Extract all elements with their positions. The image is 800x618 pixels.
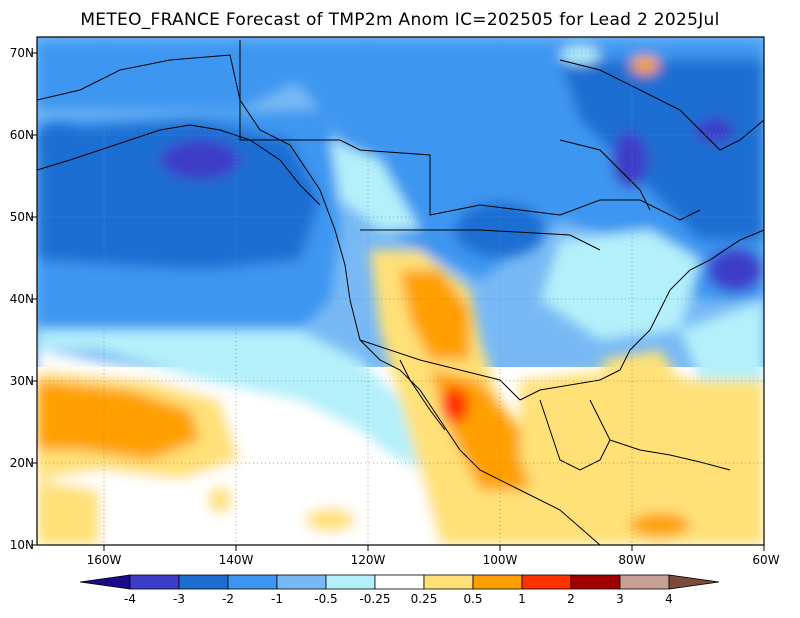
colorbar-swatch — [423, 574, 474, 590]
colorbar-swatch — [374, 574, 425, 590]
colorbar-swatch — [227, 574, 278, 590]
colorbar-label: -0.5 — [314, 592, 338, 606]
lon-label: 80W — [618, 553, 646, 567]
lon-label: 100W — [482, 553, 518, 567]
colorbar-label: -0.25 — [359, 592, 391, 606]
lat-label: 40N — [9, 292, 34, 306]
lon-label: 120W — [350, 553, 386, 567]
lat-label: 60N — [9, 128, 34, 142]
lat-label: 10N — [9, 538, 34, 552]
coastlines — [37, 40, 764, 545]
colorbar-label: 3 — [616, 592, 624, 606]
colorbar — [79, 574, 720, 590]
colorbar-swatch — [325, 574, 376, 590]
colorbar-label: -3 — [173, 592, 185, 606]
colorbar-swatch — [570, 574, 621, 590]
colorbar-swatch — [178, 574, 229, 590]
colorbar-swatch — [129, 574, 180, 590]
colorbar-swatch — [668, 574, 720, 590]
colorbar-label: 2 — [567, 592, 575, 606]
lat-label: 30N — [9, 374, 34, 388]
map-title: METEO_FRANCE Forecast of TMP2m Anom IC=2… — [80, 10, 720, 30]
lon-label: 140W — [218, 553, 254, 567]
colorbar-label: 0.25 — [410, 592, 438, 606]
anomaly-field — [37, 37, 764, 545]
lat-label: 70N — [9, 46, 34, 60]
colorbar-label: -1 — [271, 592, 283, 606]
colorbar-label: -4 — [124, 592, 136, 606]
map-frame — [36, 36, 765, 546]
colorbar-label: 1 — [518, 592, 526, 606]
lat-label: 20N — [9, 456, 34, 470]
colorbar-swatch — [276, 574, 327, 590]
graticule — [37, 37, 764, 545]
lat-label: 50N — [9, 210, 34, 224]
lon-label: 160W — [86, 553, 122, 567]
lon-label: 60W — [752, 553, 780, 567]
colorbar-swatch — [619, 574, 670, 590]
colorbar-label: -2 — [222, 592, 234, 606]
colorbar-label: 4 — [665, 592, 673, 606]
colorbar-swatch — [79, 574, 131, 590]
colorbar-label: 0.5 — [463, 592, 483, 606]
colorbar-swatch — [472, 574, 523, 590]
colorbar-swatch — [521, 574, 572, 590]
